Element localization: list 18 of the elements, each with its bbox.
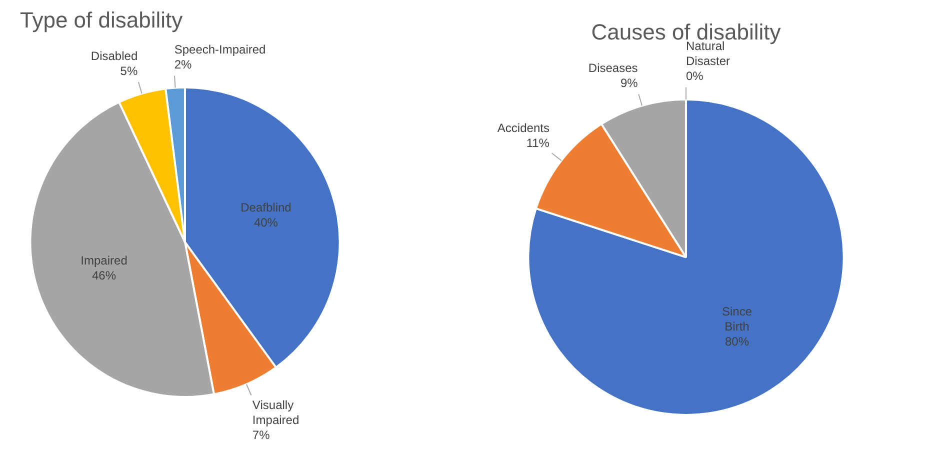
- chart-title: Type of disability: [20, 7, 183, 32]
- slice-label: Speech-Impaired: [174, 42, 266, 57]
- slice-label: Accidents: [497, 121, 550, 136]
- data-label: 11%: [526, 136, 550, 150]
- data-label: 9%: [620, 76, 638, 90]
- data-label: 7%: [252, 428, 270, 442]
- data-label: 5%: [120, 64, 138, 78]
- slice-label: Diseases: [588, 61, 638, 76]
- slice-label: Deafblind: [240, 200, 292, 215]
- data-label: 46%: [92, 268, 116, 282]
- data-label: 80%: [725, 334, 750, 349]
- text: 0%: [686, 69, 704, 84]
- data-label: 40%: [254, 216, 278, 230]
- data-label: 2%: [174, 58, 192, 72]
- slice-label: Visually Impaired: [252, 398, 300, 427]
- slice-label: Disabled: [90, 48, 138, 63]
- slice-label: Impaired: [80, 253, 128, 268]
- slice-label: Since Birth: [722, 304, 752, 334]
